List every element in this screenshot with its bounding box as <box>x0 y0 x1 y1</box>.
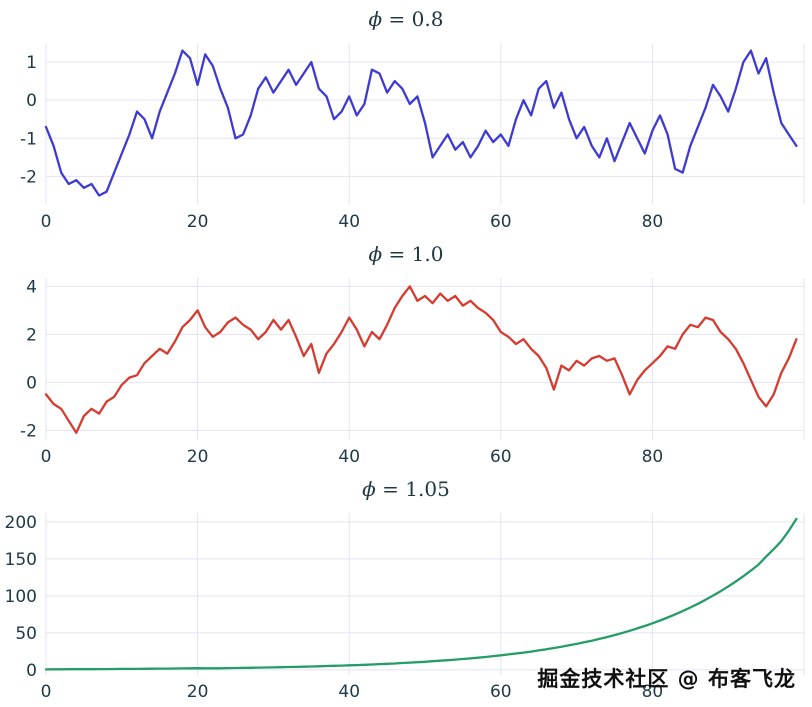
svg-text:80: 80 <box>642 447 664 467</box>
title-text: = 0.8 <box>382 7 444 31</box>
watermark-text: 掘金技术社区 @ 布客飞龙 <box>537 667 796 691</box>
svg-text:60: 60 <box>490 447 512 467</box>
svg-text:50: 50 <box>15 624 37 644</box>
title-text: = 1.05 <box>375 477 450 501</box>
chart-section-phi-1-05: ϕ = 1.05 0 50 100 150 200 0 20 40 60 80 <box>0 470 812 705</box>
phi-symbol: ϕ <box>368 242 383 266</box>
svg-text:2: 2 <box>26 325 37 345</box>
svg-text:80: 80 <box>642 682 664 702</box>
chart-section-phi-1-0: ϕ = 1.0 -2 0 2 4 0 20 40 60 80 <box>0 235 812 470</box>
svg-text:20: 20 <box>187 447 209 467</box>
svg-text:-2: -2 <box>20 421 37 441</box>
svg-text:200: 200 <box>5 513 37 533</box>
svg-text:0: 0 <box>26 91 37 111</box>
svg-text:40: 40 <box>338 447 360 467</box>
title-text: = 1.0 <box>382 242 444 266</box>
svg-text:100: 100 <box>5 587 37 607</box>
svg-text:150: 150 <box>5 550 37 570</box>
phi-symbol: ϕ <box>368 7 383 31</box>
svg-text:40: 40 <box>338 682 360 702</box>
svg-text:20: 20 <box>187 212 209 232</box>
chart-title-phi-0-8: ϕ = 0.8 <box>0 0 812 35</box>
svg-text:0: 0 <box>41 212 52 232</box>
svg-text:0: 0 <box>26 661 37 681</box>
svg-text:60: 60 <box>490 682 512 702</box>
line-plot-phi-1-05: 0 50 100 150 200 0 20 40 60 80 <box>5 513 805 702</box>
svg-text:0: 0 <box>26 373 37 393</box>
svg-text:4: 4 <box>26 277 37 297</box>
svg-text:1: 1 <box>26 53 37 73</box>
phi-symbol: ϕ <box>362 477 376 501</box>
svg-text:-1: -1 <box>20 129 37 149</box>
svg-text:80: 80 <box>642 212 664 232</box>
svg-text:0: 0 <box>41 447 52 467</box>
svg-text:20: 20 <box>187 682 209 702</box>
svg-text:-2: -2 <box>20 167 37 187</box>
chart-section-phi-0-8: ϕ = 0.8 -2 -1 0 1 0 20 40 60 80 <box>0 0 812 235</box>
chart-title-phi-1-0: ϕ = 1.0 <box>0 235 812 270</box>
svg-text:40: 40 <box>338 212 360 232</box>
svg-text:60: 60 <box>490 212 512 232</box>
chart-title-phi-1-05: ϕ = 1.05 <box>0 470 812 505</box>
svg-text:0: 0 <box>41 682 52 702</box>
